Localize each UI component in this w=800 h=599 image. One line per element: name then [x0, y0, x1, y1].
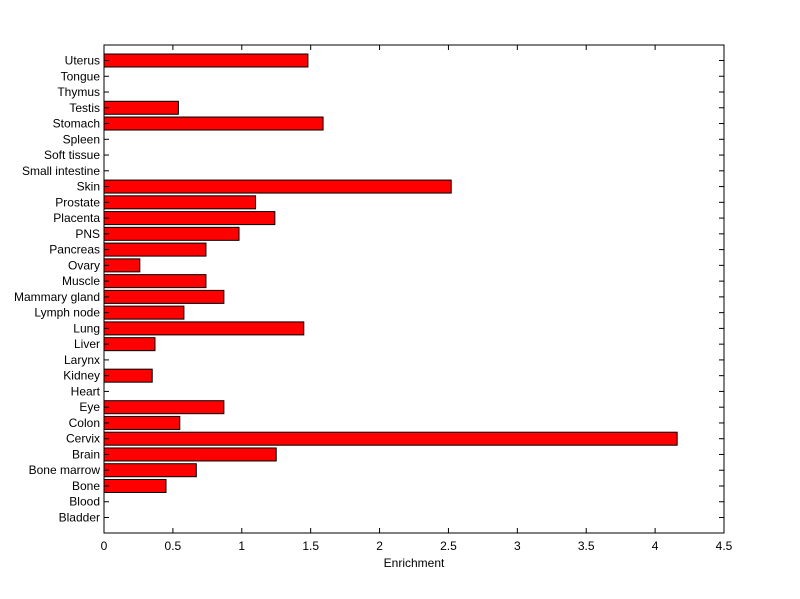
bar: [103, 116, 324, 131]
bar: [103, 337, 156, 352]
bar: [103, 478, 167, 493]
y-tick-label: Spleen: [63, 132, 100, 146]
y-tick-label: Bladder: [59, 511, 100, 525]
bar: [103, 431, 678, 446]
bar: [103, 53, 309, 68]
y-tick-label: Mammary gland: [14, 290, 100, 304]
x-tick-label: 2: [376, 539, 383, 553]
bar: [103, 463, 197, 478]
x-axis: 0 0.5 1 1.5 2 2.5 3 3.5 4 4.5: [101, 45, 733, 553]
y-tick-label: Eye: [79, 400, 100, 414]
y-tick-label: Lymph node: [34, 306, 100, 320]
bar: [103, 305, 185, 320]
y-tick-label: Soft tissue: [44, 148, 100, 162]
bars-group: [103, 53, 678, 493]
y-tick-label: Brain: [72, 447, 100, 461]
x-tick-label: 1.5: [302, 539, 319, 553]
bar: [103, 274, 207, 289]
y-tick-label: PNS: [75, 227, 100, 241]
y-tick-label: Colon: [69, 416, 100, 430]
x-tick-label: 0.5: [165, 539, 182, 553]
x-tick-label: 4.5: [716, 539, 733, 553]
bar: [103, 211, 276, 226]
y-tick-label: Bone: [72, 479, 100, 493]
x-tick-label: 4: [652, 539, 659, 553]
y-tick-label: Pancreas: [49, 243, 100, 257]
y-tick-label: Placenta: [53, 211, 100, 225]
y-tick-label: Prostate: [55, 195, 100, 209]
x-tick-label: 3: [514, 539, 521, 553]
bar: [103, 100, 179, 115]
bar: [103, 321, 305, 336]
y-tick-label: Thymus: [57, 85, 100, 99]
bar: [103, 447, 277, 462]
bar: [103, 226, 240, 241]
bar: [103, 289, 225, 304]
y-tick-label: Stomach: [53, 117, 100, 131]
y-tick-label: Bone marrow: [29, 463, 101, 477]
y-tick-label: Blood: [69, 495, 100, 509]
y-tick-label: Ovary: [68, 258, 100, 272]
y-tick-label: Larynx: [64, 353, 100, 367]
bar: [103, 179, 452, 194]
bar: [103, 368, 153, 383]
bar: [103, 258, 141, 273]
y-tick-label: Heart: [71, 384, 101, 398]
x-tick-label: 2.5: [440, 539, 457, 553]
y-tick-label: Lung: [73, 321, 100, 335]
bar: [103, 242, 207, 257]
y-tick-label: Tongue: [61, 69, 101, 83]
bar: [103, 195, 257, 210]
y-tick-label: Muscle: [62, 274, 100, 288]
x-tick-label: 1: [238, 539, 245, 553]
x-tick-label: 0: [101, 539, 108, 553]
bar: [103, 400, 225, 415]
y-tick-label: Skin: [77, 180, 100, 194]
x-axis-title: Enrichment: [384, 556, 445, 570]
x-tick-label: 3.5: [578, 539, 595, 553]
y-tick-label: Liver: [74, 337, 100, 351]
y-tick-label: Small intestine: [22, 164, 100, 178]
bar: [103, 415, 181, 430]
y-tick-label: Cervix: [66, 432, 100, 446]
y-tick-label: Uterus: [65, 54, 100, 68]
y-tick-label: Testis: [69, 101, 100, 115]
y-tick-label: Kidney: [63, 369, 100, 383]
